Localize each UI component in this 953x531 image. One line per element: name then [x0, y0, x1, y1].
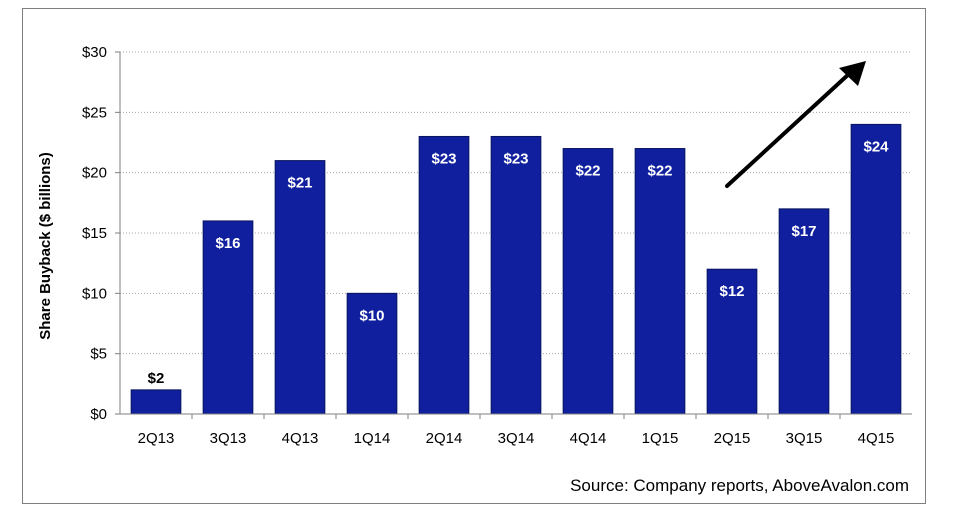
data-label: $16 [215, 235, 240, 252]
data-label: $21 [287, 175, 312, 192]
x-tick-label: 3Q15 [786, 430, 823, 447]
x-tick-label: 4Q13 [282, 430, 319, 447]
data-label: $10 [359, 307, 384, 324]
bar [490, 135, 542, 415]
x-tick-label: 3Q13 [210, 430, 247, 447]
x-axis-ticks: 2Q13 3Q13 4Q13 1Q14 2Q14 3Q14 4Q14 1Q15 2Q15 3Q15… [138, 414, 895, 447]
data-label: $17 [791, 223, 816, 240]
x-tick-label: 3Q14 [498, 430, 535, 447]
bar [634, 148, 686, 415]
y-tick-label: $5 [90, 346, 107, 363]
source-note: Source: Company reports, AboveAvalon.com [570, 476, 909, 495]
data-label: $22 [647, 163, 672, 180]
x-tick-label: 4Q15 [858, 430, 895, 447]
y-axis-title: Share Buyback ($ billions) [37, 152, 54, 340]
bars: $2 $16 $21 $10 $23 $23 $22 $22 $12 $17 $24 [130, 123, 902, 415]
bar [850, 123, 902, 415]
bar [274, 160, 326, 415]
y-tick-label: $25 [82, 104, 107, 121]
data-label: $23 [503, 150, 528, 167]
bar [418, 135, 470, 415]
y-axis-ticks: $0 $5 $10 $15 $20 $25 $30 [82, 44, 120, 423]
x-tick-label: 2Q15 [714, 430, 751, 447]
y-tick-label: $0 [90, 406, 107, 423]
x-tick-label: 2Q14 [426, 430, 463, 447]
bar [202, 220, 254, 415]
x-tick-label: 1Q14 [354, 430, 391, 447]
data-label: $24 [863, 138, 889, 155]
x-tick-label: 2Q13 [138, 430, 175, 447]
bar [562, 148, 614, 415]
y-tick-label: $30 [82, 44, 107, 61]
y-tick-label: $15 [82, 225, 107, 242]
arrow-shaft [725, 71, 852, 188]
x-tick-label: 4Q14 [570, 430, 607, 447]
arrow-head [839, 61, 866, 86]
y-tick-label: $20 [82, 165, 107, 182]
data-label: $2 [148, 370, 165, 387]
data-label: $22 [575, 163, 600, 180]
data-label: $23 [431, 150, 456, 167]
x-tick-label: 1Q15 [642, 430, 679, 447]
chart-frame [22, 8, 926, 504]
y-tick-label: $10 [82, 285, 107, 302]
trend-arrow [725, 61, 866, 188]
bar [778, 208, 830, 415]
bar [346, 292, 398, 415]
data-label: $12 [719, 283, 744, 300]
bar [130, 389, 182, 415]
